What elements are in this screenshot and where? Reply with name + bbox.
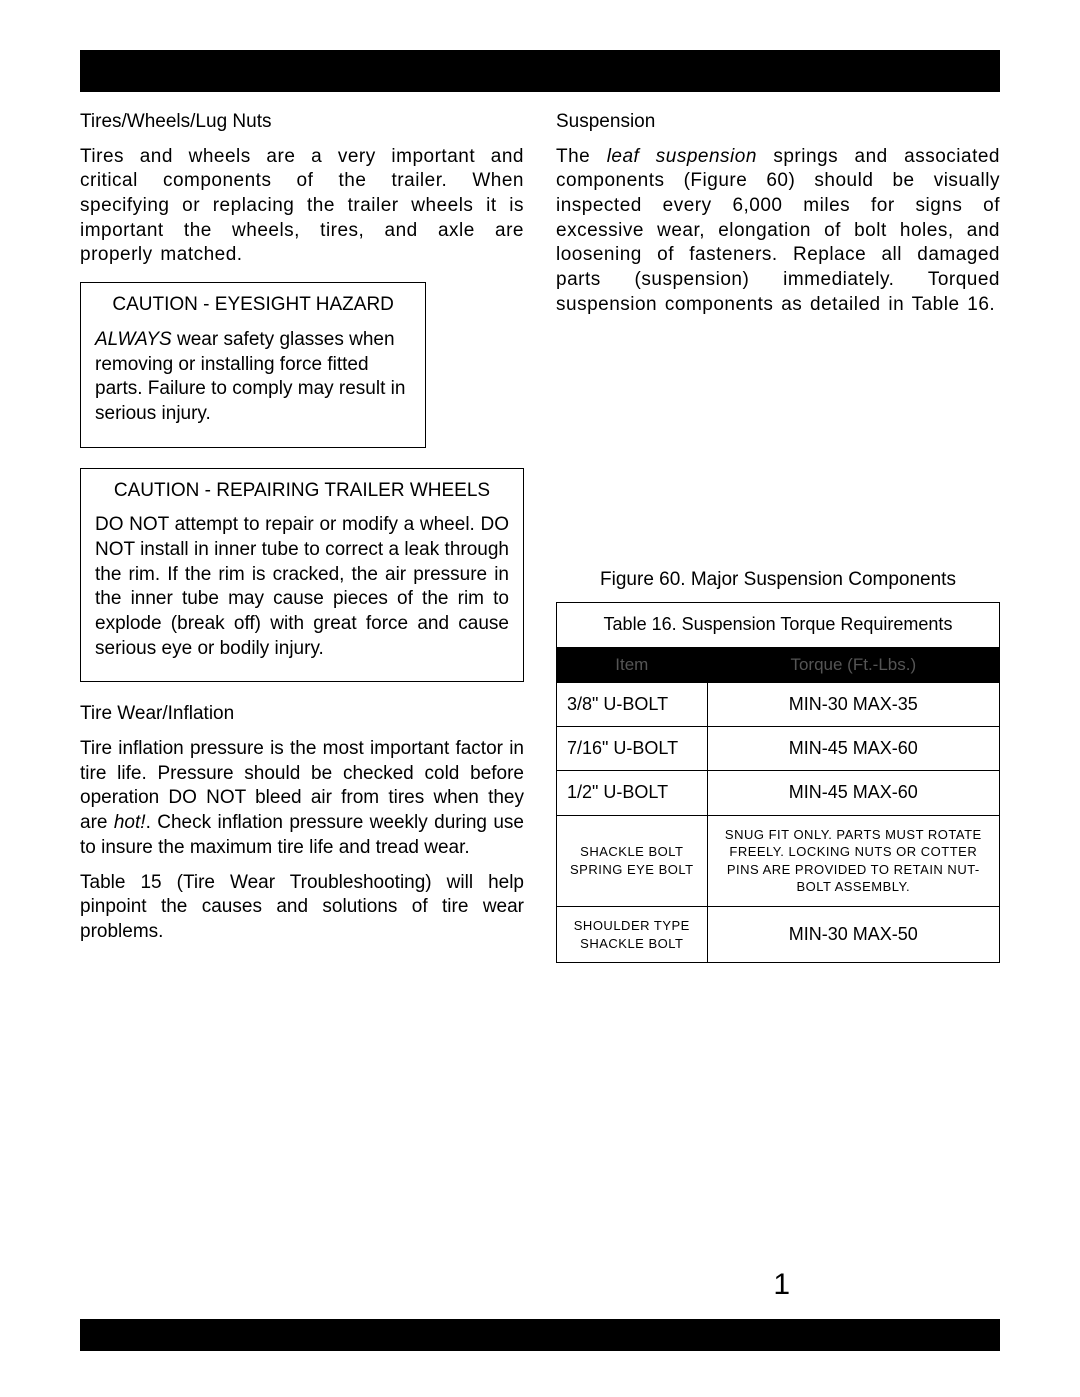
section-heading-tires: Tires/Wheels/Lug Nuts bbox=[80, 110, 524, 135]
table-row: 1/2" U-BOLTMIN-45 MAX-60 bbox=[557, 771, 1000, 815]
table-header-row: Item Torque (Ft.-Lbs.) bbox=[557, 647, 1000, 682]
caution-wheels-box: CAUTION - REPAIRING TRAILER WHEELS DO NO… bbox=[80, 468, 524, 683]
text-leaf: leaf suspension bbox=[607, 146, 757, 167]
caution-eyesight-box: CAUTION - EYESIGHT HAZARD ALWAYS wear sa… bbox=[80, 282, 426, 447]
page: Tires/Wheels/Lug Nuts Tires and wheels a… bbox=[0, 0, 1080, 1397]
right-column: Suspension The leaf suspension springs a… bbox=[556, 110, 1000, 963]
paragraph: Tires and wheels are a very important an… bbox=[80, 145, 524, 268]
table-cell-torque: MIN-30 MAX-50 bbox=[707, 907, 999, 963]
table-cell-torque: MIN-30 MAX-35 bbox=[707, 682, 999, 726]
page-number: 1 bbox=[773, 1268, 790, 1302]
table-cell-torque: MIN-45 MAX-60 bbox=[707, 771, 999, 815]
table-header-torque: Torque (Ft.-Lbs.) bbox=[707, 647, 999, 682]
text: springs and associated components (Figur… bbox=[556, 146, 1000, 315]
text-hot: hot! bbox=[114, 812, 146, 833]
caution-title: CAUTION - REPAIRING TRAILER WHEELS bbox=[95, 479, 509, 504]
paragraph: Tire inflation pressure is the most impo… bbox=[80, 737, 524, 860]
left-column: Tires/Wheels/Lug Nuts Tires and wheels a… bbox=[80, 110, 524, 963]
section-heading-suspension: Suspension bbox=[556, 110, 1000, 135]
paragraph: Table 15 (Tire Wear Troubleshooting) wil… bbox=[80, 871, 524, 945]
table-header-item: Item bbox=[557, 647, 708, 682]
table-title: Table 16. Suspension Torque Requirements bbox=[557, 603, 1000, 647]
top-black-bar bbox=[80, 50, 1000, 92]
text: The bbox=[556, 146, 607, 167]
caution-body: ALWAYS wear safety glasses when removing… bbox=[95, 328, 411, 427]
table-cell-torque: MIN-45 MAX-60 bbox=[707, 727, 999, 771]
table-cell-item: 3/8" U-BOLT bbox=[557, 682, 708, 726]
caution-lead-word: ALWAYS bbox=[95, 329, 172, 350]
table-cell-torque: snug fit only. parts must rotate freely.… bbox=[707, 815, 999, 906]
table-title-row: Table 16. Suspension Torque Requirements bbox=[557, 603, 1000, 647]
torque-requirements-table: Table 16. Suspension Torque Requirements… bbox=[556, 602, 1000, 963]
table-row: shoulder type shackle boltMIN-30 MAX-50 bbox=[557, 907, 1000, 963]
table-row: shackle bolt spring eye boltsnug fit onl… bbox=[557, 815, 1000, 906]
table-cell-item: shackle bolt spring eye bolt bbox=[557, 815, 708, 906]
table-row: 7/16" U-BOLTMIN-45 MAX-60 bbox=[557, 727, 1000, 771]
figure-caption: Figure 60. Major Suspension Components bbox=[556, 568, 1000, 593]
table-cell-item: 7/16" U-BOLT bbox=[557, 727, 708, 771]
caution-title: CAUTION - EYESIGHT HAZARD bbox=[95, 293, 411, 318]
paragraph: The leaf suspension springs and associat… bbox=[556, 145, 1000, 318]
caution-body: DO NOT attempt to repair or modify a whe… bbox=[95, 513, 509, 661]
table-cell-item: 1/2" U-BOLT bbox=[557, 771, 708, 815]
table-cell-item: shoulder type shackle bolt bbox=[557, 907, 708, 963]
text: . Check inflation pressure weekly during… bbox=[80, 812, 524, 858]
section-heading-tirewear: Tire Wear/Inflation bbox=[80, 702, 524, 727]
two-column-layout: Tires/Wheels/Lug Nuts Tires and wheels a… bbox=[80, 110, 1000, 963]
table-row: 3/8" U-BOLTMIN-30 MAX-35 bbox=[557, 682, 1000, 726]
bottom-black-bar bbox=[80, 1319, 1000, 1351]
